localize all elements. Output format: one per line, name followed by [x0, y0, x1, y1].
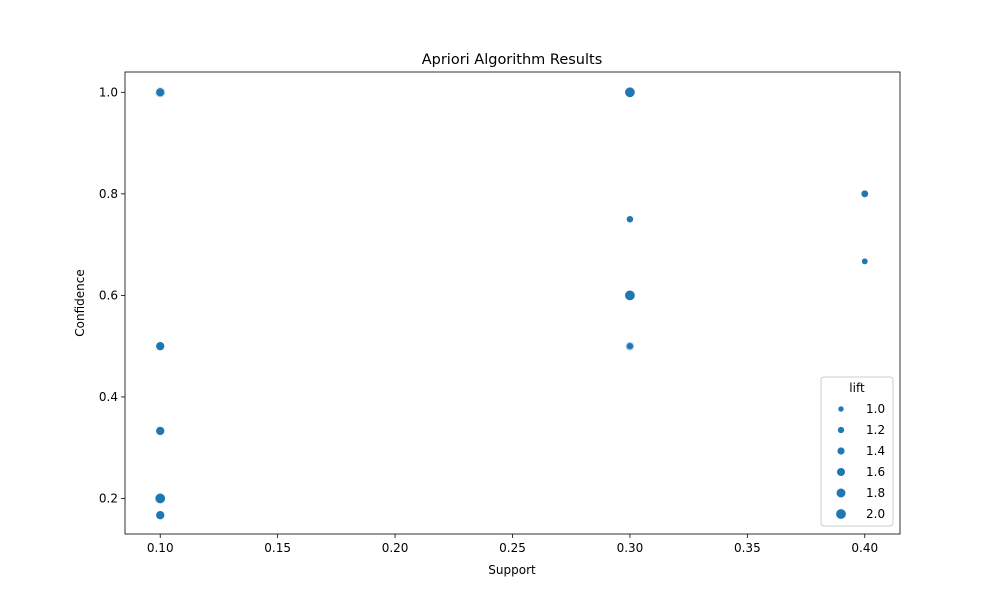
- legend-title: lift: [849, 381, 865, 395]
- x-tick-label: 0.10: [147, 541, 174, 555]
- y-axis: 0.2 0.4 0.6 0.8 1.0: [99, 85, 125, 505]
- legend-marker: [836, 467, 846, 477]
- data-point: [626, 215, 634, 224]
- legend: lift 1.0 1.2 1.4 1.6 1.8 2.0: [820, 376, 894, 527]
- data-point: [861, 257, 869, 265]
- legend-label: 2.0: [866, 507, 885, 521]
- legend-marker: [836, 446, 846, 456]
- legend-label: 1.4: [866, 444, 885, 458]
- x-tick-label: 0.40: [851, 541, 878, 555]
- y-axis-label: Confidence: [73, 269, 87, 336]
- data-point: [155, 87, 166, 98]
- x-tick-label: 0.30: [617, 541, 644, 555]
- legend-label: 1.2: [866, 423, 885, 437]
- y-tick-label: 0.8: [99, 187, 118, 201]
- y-tick-label: 0.4: [99, 390, 118, 404]
- data-point: [154, 492, 166, 504]
- legend-label: 1.6: [866, 465, 885, 479]
- data-point: [155, 510, 166, 520]
- legend-label: 1.0: [866, 402, 885, 416]
- data-point: [155, 426, 166, 436]
- x-tick-label: 0.20: [382, 541, 409, 555]
- legend-marker: [835, 487, 847, 499]
- x-tick-label: 0.35: [734, 541, 761, 555]
- legend-marker: [837, 405, 845, 413]
- x-tick-label: 0.15: [264, 541, 291, 555]
- data-point: [624, 86, 636, 98]
- data-points: [154, 86, 869, 520]
- x-axis-label: Support: [488, 563, 536, 577]
- legend-marker: [835, 508, 847, 520]
- plot-area: [124, 71, 901, 535]
- y-tick-label: 0.2: [99, 491, 118, 505]
- legend-entries: 1.0 1.2 1.4 1.6 1.8 2.0: [835, 402, 885, 521]
- y-tick-label: 1.0: [99, 85, 118, 99]
- data-point: [155, 341, 166, 351]
- data-point: [626, 342, 634, 351]
- x-axis: 0.10 0.15 0.20 0.25 0.30 0.35 0.40: [147, 534, 878, 555]
- y-tick-label: 0.6: [99, 288, 118, 302]
- x-tick-label: 0.25: [499, 541, 526, 555]
- legend-marker: [837, 426, 845, 434]
- chart-title: Apriori Algorithm Results: [422, 52, 603, 68]
- legend-label: 1.8: [866, 486, 885, 500]
- data-point: [624, 289, 636, 301]
- data-point: [860, 189, 869, 198]
